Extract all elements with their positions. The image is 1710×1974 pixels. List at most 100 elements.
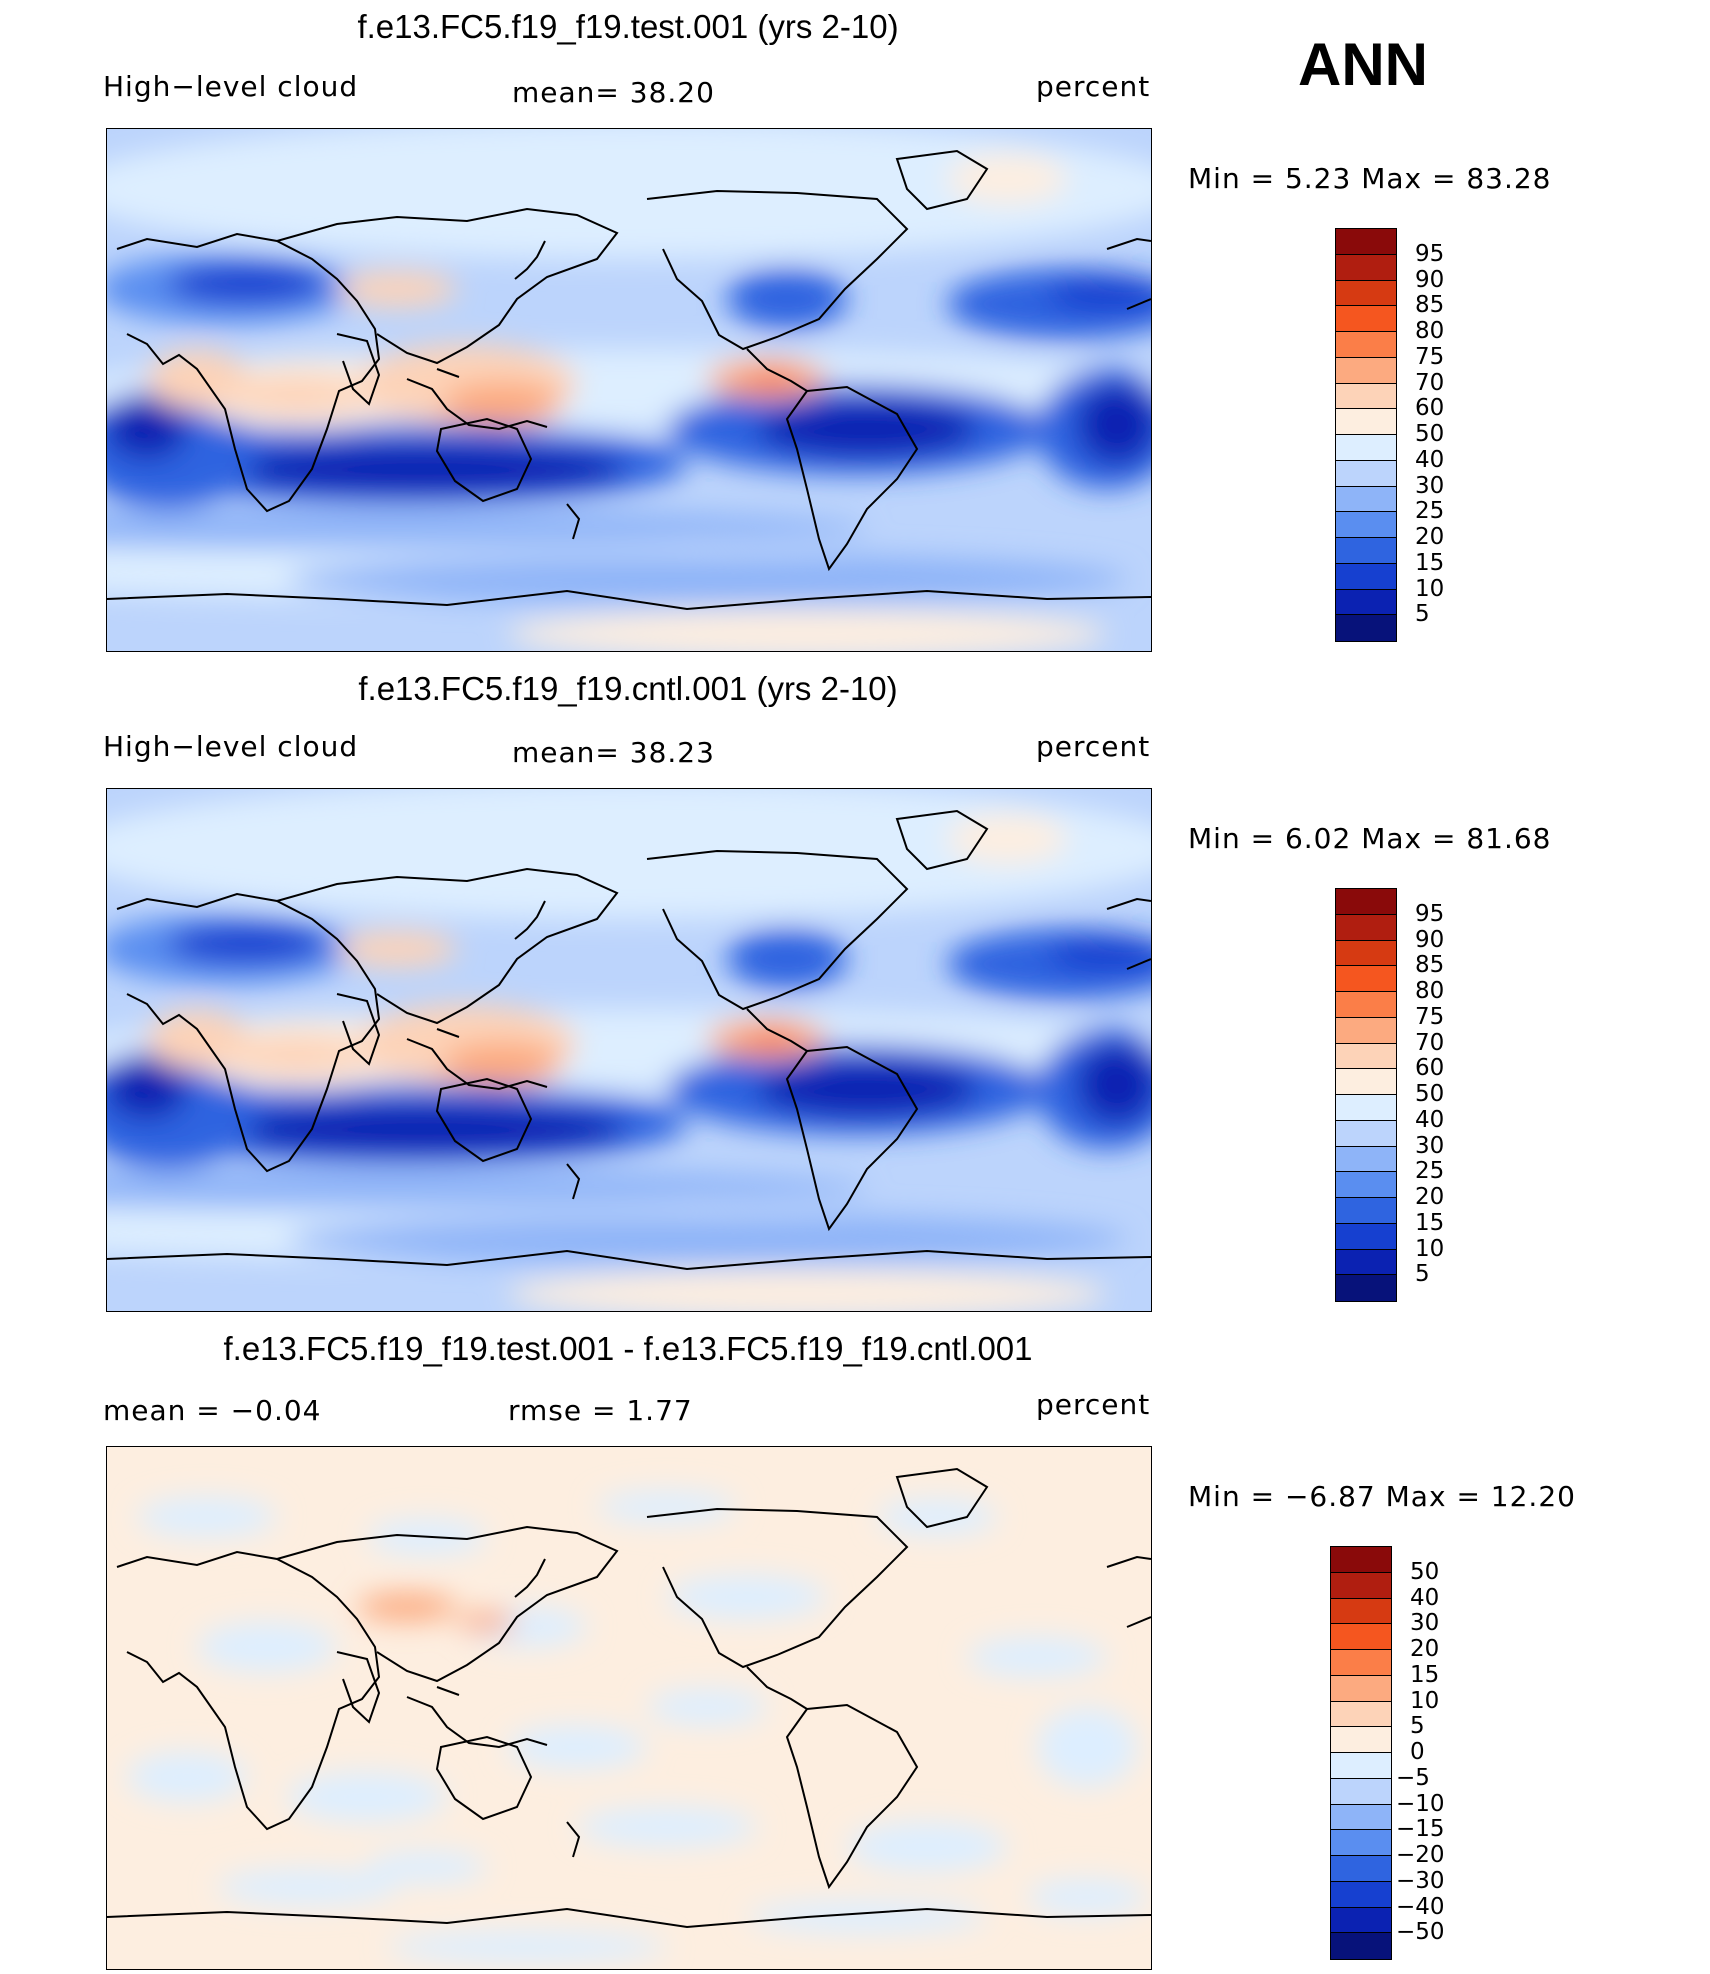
contour-region [107,1169,867,1209]
contour-region [1047,276,1151,312]
colorbar-segment [1336,229,1396,255]
colorbar-tick-label: 85 [1415,292,1445,319]
panel-1-variable-label: High−level cloud [103,70,359,103]
colorbar-tick-label: 5 [1415,601,1430,628]
contour-region [1077,1044,1151,1124]
colorbar-tick-label: 80 [1415,318,1445,344]
map-svg [107,129,1151,651]
colorbar-tick-label: 50 [1415,421,1445,447]
colorbar-segment [1331,1804,1391,1831]
coastline [746,1666,808,1710]
colorbar-tick-label: 10 [1415,1235,1445,1262]
coastline [895,149,989,211]
panel-2-units-label: percent [1036,730,1151,763]
map-svg [107,1447,1151,1969]
colorbar-tick-label: 30 [1415,472,1445,499]
panel-1-min-max: Min = 5.23 Max = 83.28 [1188,162,1552,195]
colorbar-tick-label: 40 [1415,446,1445,473]
colorbar-segment [1336,409,1396,435]
colorbar-segment [1336,1249,1396,1276]
colorbar-segment [1331,1778,1391,1805]
contour-region [227,444,627,494]
contour-region [107,1059,187,1119]
contour-region [147,349,247,409]
contour-region [647,1689,767,1725]
coastline [116,232,381,513]
coastline [336,1651,381,1724]
coastline [406,368,548,431]
coastline [785,1703,919,1890]
contour-region [947,814,1067,864]
coastline [646,189,909,351]
contour-region [507,609,1107,651]
colorbar-segment [1336,435,1396,461]
colorbar-tick-label: 15 [1415,1209,1445,1236]
colorbar-tick-label: 5 [1410,1713,1425,1740]
colorbar-segment [1336,914,1396,941]
colorbar-segment [1331,1598,1391,1625]
contour-region [357,1593,457,1621]
coastline [116,1550,381,1831]
coastline [785,385,919,572]
coastline [646,1507,909,1669]
colorbar-segment [1336,992,1396,1018]
colorbar-segment [1336,889,1396,915]
colorbar-segment [1336,1198,1396,1224]
panel-3-colorbar [1330,1546,1392,1960]
colorbar-segment [1336,512,1396,538]
contour-region [577,1807,757,1847]
colorbar-segment [1331,1856,1391,1882]
colorbar-segment [1336,615,1396,641]
colorbar-segment [1336,966,1396,992]
contour-region [227,1104,627,1154]
colorbar-tick-label: −40 [1396,1893,1445,1920]
colorbar-tick-label: −50 [1396,1919,1445,1946]
colorbar-tick-label: −20 [1396,1842,1445,1868]
colorbar-segment [1336,486,1396,513]
panel-3-min-max: Min = −6.87 Max = 12.20 [1188,1480,1576,1513]
colorbar-segment [1331,1830,1391,1856]
colorbar-segment [1336,254,1396,281]
contour-region [1037,1707,1137,1787]
coastline [895,809,989,871]
colorbar-segment [1336,1017,1396,1044]
colorbar-segment [1336,460,1396,487]
contour-region [227,1036,367,1072]
coastline [1106,1555,1151,1628]
colorbar-segment [1331,1650,1391,1676]
colorbar-segment [1336,1069,1396,1095]
colorbar-tick-label: 85 [1415,952,1445,979]
contour-region [597,1491,737,1523]
colorbar-tick-label: 75 [1415,343,1445,370]
panel-3-rmse-label: rmse = 1.77 [508,1394,693,1427]
contour-region [217,1869,397,1905]
colorbar-tick-label: 50 [1415,1081,1445,1107]
coastline [514,1558,546,1598]
contour-region [167,924,327,964]
colorbar-tick-label: 20 [1415,1184,1445,1210]
colorbar-segment [1336,357,1396,384]
panel-2-min-max: Min = 6.02 Max = 81.68 [1188,822,1552,855]
colorbar-segment [1336,332,1396,358]
coastline [746,1008,808,1052]
contour-region [457,1612,517,1632]
colorbar-segment [1336,940,1396,967]
coastline [107,589,1151,611]
contour-region [107,399,187,459]
colorbar-tick-label: −5 [1396,1764,1430,1791]
colorbar-tick-label: 75 [1415,1003,1445,1030]
colorbar-tick-label: 60 [1415,1055,1445,1082]
colorbar-tick-label: 5 [1415,1261,1430,1288]
colorbar-segment [1331,1753,1391,1779]
colorbar-tick-label: 30 [1410,1610,1440,1637]
contour-region [877,1499,997,1535]
colorbar-segment [1336,280,1396,307]
panel-3-map [106,1446,1152,1970]
colorbar-tick-label: −10 [1396,1790,1445,1817]
map-svg [107,789,1151,1311]
contour-region [747,369,797,389]
colorbar-tick-label: 25 [1415,498,1445,525]
colorbar-tick-label: 70 [1415,369,1445,396]
coastline [566,503,581,540]
colorbar-tick-label: 20 [1410,1636,1440,1662]
